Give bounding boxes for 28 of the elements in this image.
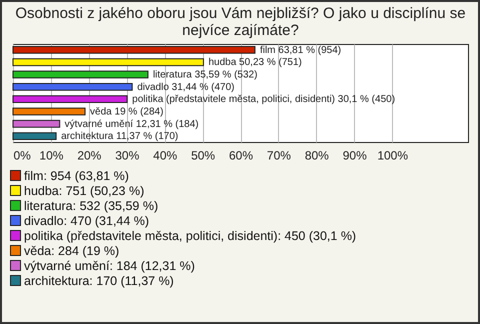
text: film: 954 (63,81 %) — [24, 169, 129, 183]
x-tick-label: 10% — [39, 148, 64, 162]
text: věda: 284 (19 %) — [24, 244, 120, 258]
x-tick-label: 100% — [377, 148, 408, 162]
text: literatura: 532 (35,59 %) — [24, 199, 158, 213]
x-tick-label: 20% — [77, 148, 102, 162]
data-label: film 63,81 % (954) — [260, 44, 342, 56]
x-tick-label: 70% — [266, 148, 292, 162]
x-tick-label: 40% — [153, 148, 178, 162]
chart-title: Osobnosti z jakého oboru jsou Vám nejbližší? O jako u disciplínu se nejvíce zajímáte? — [15, 5, 466, 39]
text: architektura: 170 (11,37 %) — [24, 274, 174, 288]
x-tick-label: 30% — [115, 148, 140, 162]
text: divadlo: 470 (31,44 %) — [24, 214, 150, 228]
text: výtvarné umění: 184 (12,31 %) — [24, 259, 195, 273]
data-label: literatura 35,59 % (532) — [152, 70, 258, 81]
data-label: hudba 50,23 % (751) — [208, 57, 302, 68]
data-label: architektura 11,37 % (170) — [61, 131, 178, 142]
x-tick-label: 50% — [191, 148, 216, 162]
x-tick-label: 60% — [228, 148, 254, 162]
data-label: divadlo 31,44 % (470) — [137, 82, 235, 93]
x-tick-label: 80% — [304, 148, 330, 162]
data-label: výtvarné umění 12,31 % (184) — [64, 118, 199, 130]
x-tick-label: 0% — [14, 148, 32, 162]
x-tick-label: 90% — [342, 148, 368, 162]
text: politika (představitele města, politici, disidenti): 450 (30,1 %) — [24, 229, 356, 243]
data-label: politika (představitele města, politici, disidenti) 30,1 % (450) — [132, 94, 396, 106]
data-label: věda 19 % (284) — [90, 106, 164, 118]
text: hudba: 751 (50,23 %) — [24, 184, 144, 198]
